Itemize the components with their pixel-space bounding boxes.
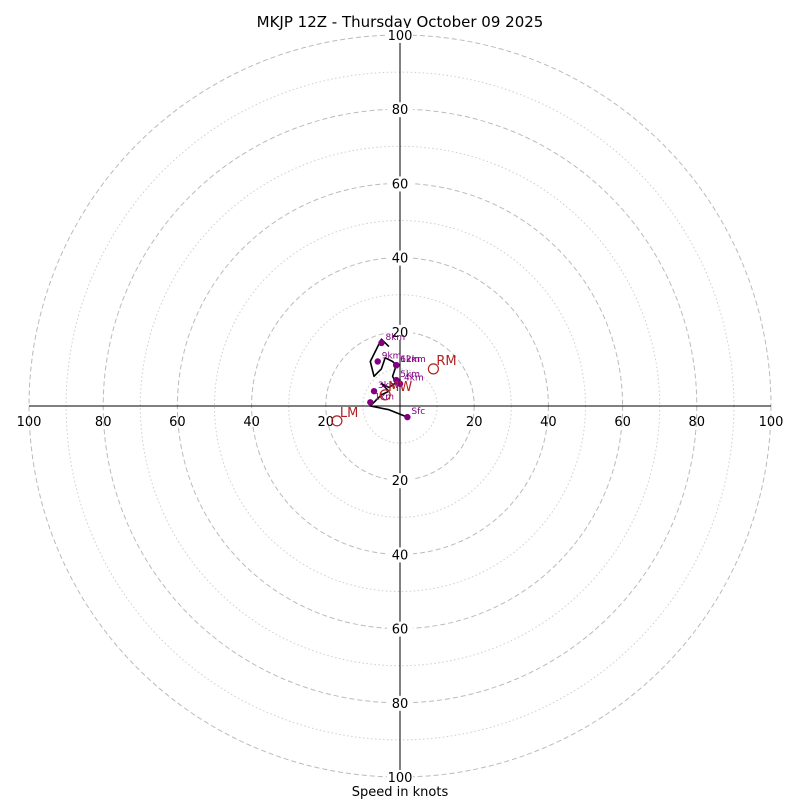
tick-label-east-80: 80 (689, 415, 706, 430)
tick-label-bg (387, 695, 413, 711)
tick-labels: 20 20 20 20 40 40 40 40 60 60 60 60 80 80 80 80 100 100 10… (17, 28, 784, 786)
height-label-5km: 5km (400, 370, 420, 380)
height-label-Sfc: Sfc (411, 407, 425, 417)
height-marker-9km (374, 358, 381, 365)
tick-label-bg (387, 176, 413, 192)
tick-label-north-20: 20 (392, 326, 409, 341)
tick-label-east-20: 20 (466, 415, 483, 430)
height-label-9km: 9km (382, 351, 402, 361)
tick-label-south-20: 20 (392, 474, 409, 489)
tick-label-bg (387, 324, 413, 340)
x-axis-label: Speed in knots (352, 785, 449, 800)
height-marker-Sfc (404, 413, 411, 421)
storm-marker-LM (331, 415, 343, 427)
tick-label-bg (387, 621, 413, 637)
storm-marker-MW (379, 389, 391, 401)
tick-label-west-100: 100 (17, 415, 42, 430)
tick-label-bg (387, 547, 413, 563)
height-label-1km: 1km (374, 392, 394, 402)
tick-label-north-100: 100 (388, 29, 413, 44)
tick-label-north-40: 40 (392, 252, 409, 267)
tick-label-east-60: 60 (614, 415, 631, 430)
height-marker-3km (370, 387, 378, 395)
tick-label-south-100: 100 (388, 771, 413, 786)
storm-marker-RM (427, 363, 439, 375)
storm-label-LM: LM (340, 406, 358, 421)
height-marker-1km (367, 399, 374, 406)
height-label-3km: 3km (378, 381, 398, 391)
height-marker-12km (393, 361, 400, 369)
height-label-8km: 8km (385, 333, 405, 343)
tick-label-south-60: 60 (392, 623, 409, 638)
tick-label-west-60: 60 (169, 415, 186, 430)
storm-motion-markers: RM LM MW (331, 354, 457, 427)
tick-label-north-60: 60 (392, 177, 409, 192)
height-label-12km: 12km (400, 355, 425, 365)
tick-label-west-80: 80 (95, 415, 112, 430)
storm-label-RM: RM (436, 354, 456, 369)
tick-label-bg (387, 250, 413, 266)
storm-label-MW: MW (388, 380, 412, 395)
tick-label-east-100: 100 (759, 415, 784, 430)
tick-label-bg (387, 473, 413, 489)
tick-label-west-40: 40 (243, 415, 260, 430)
height-marker-8km (378, 339, 385, 347)
tick-label-north-80: 80 (392, 103, 409, 118)
tick-label-bg (387, 770, 413, 785)
height-marker-5km (393, 376, 400, 384)
chart-title: MKJP 12Z - Thursday October 09 2025 (257, 13, 544, 31)
tick-label-bg (387, 28, 413, 43)
tick-label-south-80: 80 (392, 697, 409, 712)
tick-label-south-40: 40 (392, 548, 409, 563)
height-label-4km: 4km (404, 374, 424, 384)
tick-label-west-20: 20 (318, 415, 335, 430)
tick-label-east-40: 40 (540, 415, 557, 430)
tick-label-bg (387, 102, 413, 118)
axes (29, 35, 771, 777)
height-label-6km: 6km (400, 355, 420, 365)
